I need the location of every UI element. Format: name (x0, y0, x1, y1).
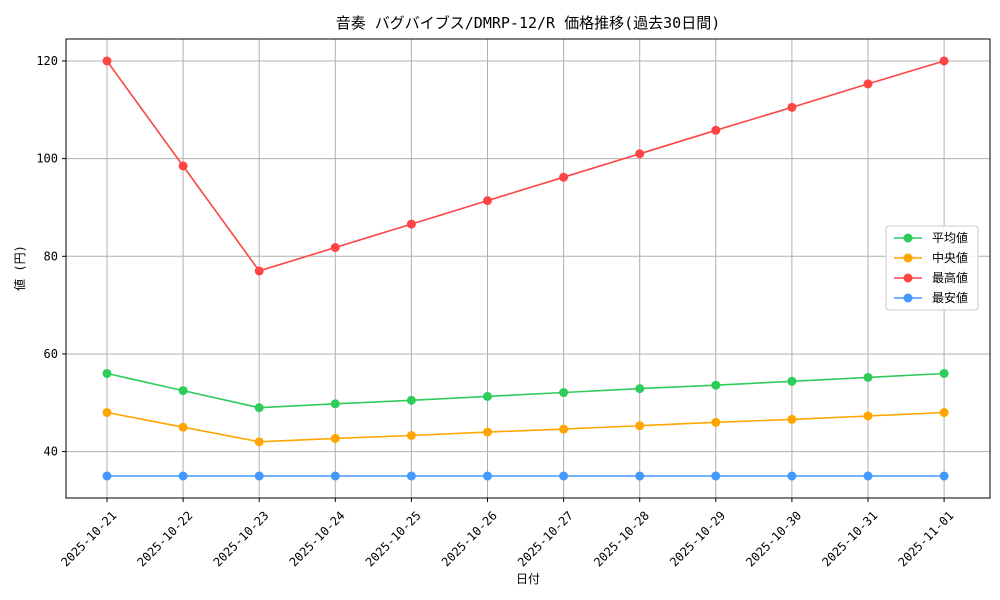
data-point (635, 421, 645, 431)
series-layer (102, 56, 949, 481)
data-point (787, 102, 797, 112)
data-point (330, 471, 340, 481)
data-point (406, 471, 416, 481)
series-line (106, 60, 945, 272)
data-point (178, 161, 188, 171)
legend-label: 中央値 (932, 250, 968, 265)
series-0 (102, 368, 949, 413)
data-point (863, 471, 873, 481)
y-tick-label: 120 (36, 54, 58, 68)
data-point (559, 471, 569, 481)
data-point (787, 414, 797, 424)
data-point (939, 368, 949, 378)
data-point (406, 395, 416, 405)
data-point (178, 471, 188, 481)
data-point (102, 471, 112, 481)
data-point (330, 399, 340, 409)
x-tick-label: 2025-11-01 (895, 508, 956, 569)
legend-marker (903, 293, 913, 303)
legend-marker (903, 253, 913, 263)
y-axis-label: 値 (円) (12, 245, 27, 291)
data-point (254, 403, 264, 413)
data-point (559, 388, 569, 398)
x-tick-label: 2025-10-26 (439, 508, 500, 569)
data-point (635, 149, 645, 159)
data-point (254, 471, 264, 481)
tick-layer: 2025-10-21 2025-10-22 2025-10-23 2025-10-24… (36, 54, 956, 569)
x-tick-label: 2025-10-30 (743, 508, 804, 569)
data-point (483, 391, 492, 401)
x-tick-label: 2025-10-22 (134, 508, 195, 569)
data-point (711, 471, 721, 481)
y-tick-label: 80 (44, 249, 58, 263)
data-point (863, 372, 873, 382)
data-point (406, 219, 416, 229)
data-point (787, 471, 797, 481)
x-tick-label: 2025-10-25 (363, 508, 424, 569)
data-point (711, 125, 721, 135)
legend-label: 平均値 (932, 230, 968, 245)
data-point (406, 430, 416, 440)
series-2 (102, 56, 949, 276)
series-line (106, 372, 945, 409)
series-3 (102, 471, 949, 481)
data-point (939, 408, 949, 418)
data-point (102, 408, 112, 418)
series-1 (102, 408, 949, 447)
y-tick-label: 40 (44, 445, 58, 459)
data-point (635, 384, 645, 394)
data-point (102, 56, 112, 66)
data-point (330, 433, 340, 443)
x-tick-label: 2025-10-24 (287, 508, 348, 569)
data-point (559, 424, 569, 434)
data-point (178, 386, 188, 396)
data-point (330, 243, 340, 253)
y-tick-label: 60 (44, 347, 58, 361)
x-tick-label: 2025-10-27 (515, 508, 576, 569)
data-point (787, 376, 797, 386)
data-point (483, 427, 492, 437)
legend-marker (903, 233, 913, 243)
x-tick-label: 2025-10-31 (819, 508, 880, 569)
data-point (711, 417, 721, 427)
x-tick-label: 2025-10-21 (58, 508, 119, 569)
data-point (254, 266, 264, 276)
data-point (178, 422, 188, 432)
data-point (483, 196, 492, 206)
legend-label: 最安値 (932, 290, 968, 305)
x-tick-label: 2025-10-23 (211, 508, 272, 569)
data-point (483, 471, 492, 481)
x-tick-label: 2025-10-29 (667, 508, 728, 569)
x-axis-label: 日付 (516, 572, 540, 586)
grid-layer (66, 39, 990, 498)
data-point (711, 380, 721, 390)
legend-box (885, 225, 979, 311)
legend-marker (903, 273, 913, 283)
data-point (635, 471, 645, 481)
chart-title: 音奏 バグバイブス/DMRP-12/R 価格推移(過去30日間) (336, 14, 721, 32)
plot-frame (65, 38, 991, 499)
data-point (559, 172, 569, 182)
legend-label: 最高値 (932, 270, 968, 285)
data-point (102, 368, 112, 378)
data-point (863, 79, 873, 89)
data-point (254, 437, 264, 447)
series-line (106, 411, 945, 443)
data-point (863, 411, 873, 421)
data-point (939, 56, 949, 66)
y-tick-label: 100 (36, 152, 58, 166)
data-point (939, 471, 949, 481)
x-tick-label: 2025-10-28 (591, 508, 652, 569)
